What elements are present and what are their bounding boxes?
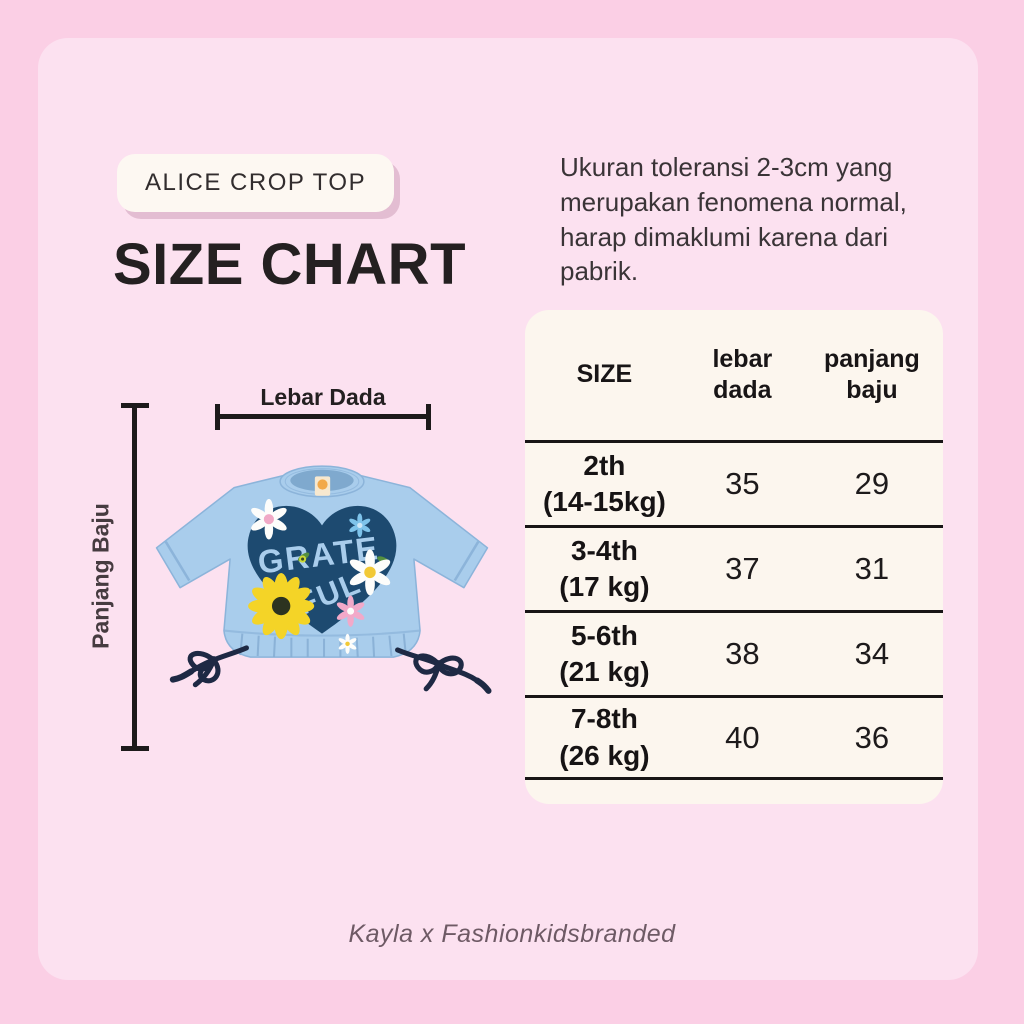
blue-flower <box>348 513 372 538</box>
white-daisy-flower <box>249 499 289 540</box>
brand-footer: Kayla x Fashionkidsbranded <box>348 920 676 948</box>
size-cell: 7-8th (26 kg) <box>559 703 650 771</box>
size-table-card: SIZE lebar dada panjang baju 2th (14-15k… <box>525 310 943 804</box>
panjang-cell: 31 <box>854 551 890 586</box>
width-measure-line <box>215 403 431 430</box>
product-name-label: ALICE CROP TOP <box>145 169 367 196</box>
table-row: 7-8th (26 kg) 40 36 <box>525 695 943 780</box>
table-row: 2th (14-15kg) 35 29 <box>525 440 943 525</box>
panjang-cell: 36 <box>854 719 890 755</box>
pink-flower <box>335 595 366 627</box>
left-drawstring-bow <box>169 645 249 688</box>
width-measure-label: Lebar Dada <box>260 384 386 410</box>
lebar-cell: 37 <box>725 551 760 586</box>
table-row: 3-4th (17 kg) 37 31 <box>525 525 943 610</box>
grateful-heart-graphic: GRATE FUL <box>247 499 397 654</box>
table-row: 5-6th (21 kg) 38 34 <box>525 610 943 695</box>
lebar-cell: 40 <box>725 719 760 755</box>
height-measure-line <box>120 403 149 751</box>
lebar-cell: 35 <box>725 466 760 501</box>
height-measure-label: Panjang Baju <box>87 503 114 649</box>
lebar-cell: 38 <box>725 636 760 671</box>
product-name-badge: ALICE CROP TOP <box>117 154 395 212</box>
shirt-collar <box>279 465 365 498</box>
panjang-cell: 29 <box>854 466 890 501</box>
size-cell: 2th (14-15kg) <box>542 449 666 517</box>
small-white-flower <box>337 633 358 654</box>
page-title: SIZE CHART <box>113 232 466 297</box>
size-cell: 5-6th (21 kg) <box>559 619 650 687</box>
column-header-lebar: lebar dada <box>712 344 773 404</box>
right-drawstring-bow <box>395 647 492 694</box>
column-header-size: SIZE <box>576 360 633 389</box>
tolerance-note: Ukuran toleransi 2-3cm yang merupakan fe… <box>560 152 907 287</box>
size-table-header: SIZE lebar dada panjang baju <box>525 310 943 440</box>
size-cell: 3-4th (17 kg) <box>559 534 650 602</box>
crop-top-illustration: GRATE FUL <box>155 465 492 694</box>
white-daisy-flower-2 <box>347 549 393 596</box>
sunflower <box>248 572 315 640</box>
column-header-panjang: panjang baju <box>823 344 920 404</box>
panjang-cell: 34 <box>854 636 890 671</box>
